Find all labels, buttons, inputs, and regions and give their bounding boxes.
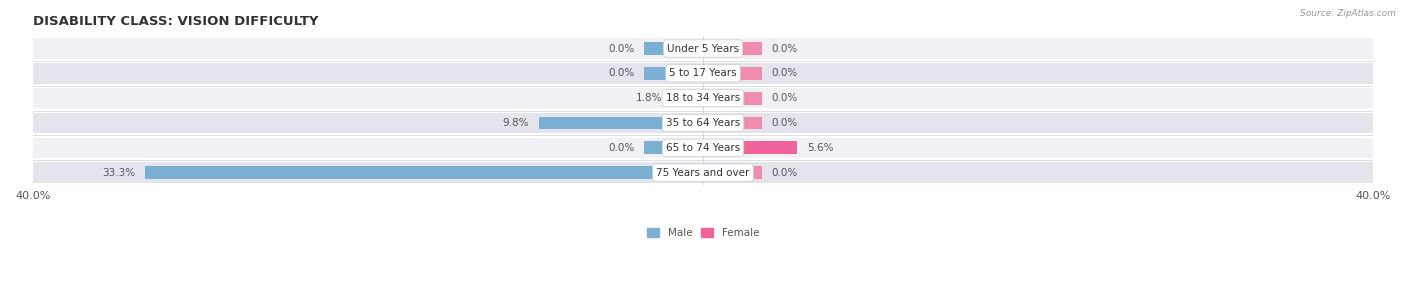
Text: 0.0%: 0.0%: [772, 168, 799, 177]
Text: Under 5 Years: Under 5 Years: [666, 43, 740, 54]
Text: 33.3%: 33.3%: [101, 168, 135, 177]
Text: 0.0%: 0.0%: [772, 93, 799, 103]
Bar: [32, 138, 1374, 158]
Bar: [644, 42, 703, 55]
Text: Source: ZipAtlas.com: Source: ZipAtlas.com: [1301, 9, 1396, 18]
Text: 0.0%: 0.0%: [772, 43, 799, 54]
Bar: [703, 67, 762, 80]
Legend: Male, Female: Male, Female: [643, 224, 763, 242]
Bar: [32, 162, 1374, 183]
Text: 75 Years and over: 75 Years and over: [657, 168, 749, 177]
Text: 1.8%: 1.8%: [637, 93, 662, 103]
Bar: [703, 92, 762, 105]
Text: 18 to 34 Years: 18 to 34 Years: [666, 93, 740, 103]
Bar: [145, 166, 703, 179]
Text: 35 to 64 Years: 35 to 64 Years: [666, 118, 740, 128]
Text: 0.0%: 0.0%: [607, 68, 634, 78]
Text: 0.0%: 0.0%: [607, 143, 634, 153]
Bar: [644, 141, 703, 154]
Text: 65 to 74 Years: 65 to 74 Years: [666, 143, 740, 153]
Text: 0.0%: 0.0%: [772, 118, 799, 128]
Bar: [703, 117, 762, 129]
Text: 5.6%: 5.6%: [807, 143, 834, 153]
Text: 0.0%: 0.0%: [772, 68, 799, 78]
Bar: [673, 92, 703, 105]
Bar: [538, 117, 703, 129]
Text: 5 to 17 Years: 5 to 17 Years: [669, 68, 737, 78]
Text: 9.8%: 9.8%: [502, 118, 529, 128]
Bar: [644, 67, 703, 80]
Bar: [32, 88, 1374, 108]
Bar: [703, 42, 762, 55]
Text: 0.0%: 0.0%: [607, 43, 634, 54]
Text: DISABILITY CLASS: VISION DIFFICULTY: DISABILITY CLASS: VISION DIFFICULTY: [32, 15, 318, 28]
Bar: [703, 141, 797, 154]
Bar: [32, 113, 1374, 133]
Bar: [32, 63, 1374, 84]
Bar: [32, 38, 1374, 59]
Bar: [703, 166, 762, 179]
